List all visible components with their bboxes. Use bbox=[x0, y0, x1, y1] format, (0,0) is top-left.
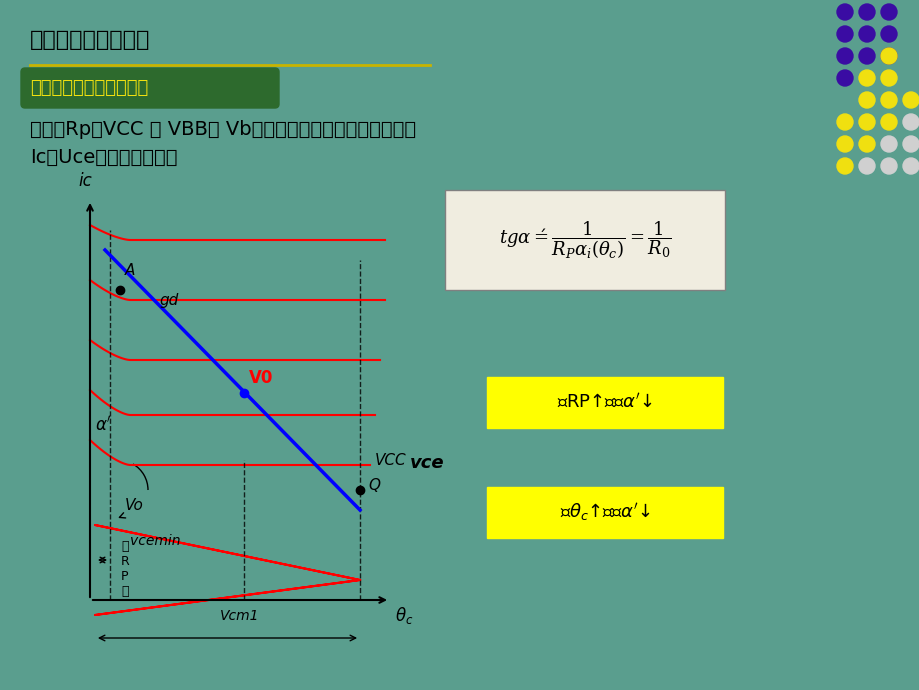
Circle shape bbox=[836, 114, 852, 130]
Circle shape bbox=[880, 48, 896, 64]
Circle shape bbox=[902, 136, 918, 152]
Circle shape bbox=[880, 70, 896, 86]
FancyBboxPatch shape bbox=[21, 68, 278, 108]
Circle shape bbox=[858, 48, 874, 64]
Circle shape bbox=[880, 48, 896, 64]
Circle shape bbox=[902, 114, 918, 130]
Text: V0: V0 bbox=[249, 369, 273, 387]
Circle shape bbox=[880, 4, 896, 20]
Text: ic: ic bbox=[78, 172, 92, 190]
Circle shape bbox=[858, 92, 874, 108]
Circle shape bbox=[902, 92, 918, 108]
Circle shape bbox=[880, 114, 896, 130]
Circle shape bbox=[880, 26, 896, 42]
Text: vce: vce bbox=[410, 454, 444, 472]
Circle shape bbox=[836, 136, 852, 152]
Circle shape bbox=[858, 26, 874, 42]
Circle shape bbox=[880, 158, 896, 174]
Circle shape bbox=[858, 70, 874, 86]
Circle shape bbox=[836, 158, 852, 174]
Circle shape bbox=[836, 70, 852, 86]
FancyBboxPatch shape bbox=[486, 487, 722, 538]
Circle shape bbox=[858, 4, 874, 20]
Text: VCC: VCC bbox=[375, 453, 406, 468]
Text: 当RP↑时，$\alpha'$↓: 当RP↑时，$\alpha'$↓ bbox=[557, 393, 652, 411]
Circle shape bbox=[902, 158, 918, 174]
Text: Q: Q bbox=[368, 478, 380, 493]
Text: 上节内容回想与扩展: 上节内容回想与扩展 bbox=[30, 30, 150, 50]
Text: A: A bbox=[125, 263, 135, 278]
Circle shape bbox=[836, 4, 852, 20]
Text: Vo: Vo bbox=[125, 498, 143, 513]
Circle shape bbox=[880, 136, 896, 152]
Circle shape bbox=[880, 92, 896, 108]
Circle shape bbox=[858, 136, 874, 152]
Text: vcemin: vcemin bbox=[130, 534, 180, 548]
Text: 建立由Rp和VCC 、 VBB、 Vb所表示的输出动态负载曲线。（: 建立由Rp和VCC 、 VBB、 Vb所表示的输出动态负载曲线。（ bbox=[30, 120, 415, 139]
Text: $\alpha'$: $\alpha'$ bbox=[95, 415, 112, 434]
Circle shape bbox=[858, 158, 874, 174]
FancyBboxPatch shape bbox=[445, 190, 724, 290]
Text: Vcm1: Vcm1 bbox=[220, 609, 259, 623]
Text: Ic与Uce的关系曲线。）: Ic与Uce的关系曲线。） bbox=[30, 148, 177, 167]
Circle shape bbox=[836, 48, 852, 64]
Text: 当$\theta_c$↑时，$\alpha'$↓: 当$\theta_c$↑时，$\alpha'$↓ bbox=[559, 501, 650, 523]
Circle shape bbox=[858, 114, 874, 130]
FancyBboxPatch shape bbox=[486, 377, 722, 428]
Text: $tg\alpha\'=\dfrac{1}{R_P\alpha_i(\theta_c)}=\dfrac{1}{R_0}$: $tg\alpha\'=\dfrac{1}{R_P\alpha_i(\theta… bbox=[498, 219, 671, 261]
Text: $\theta_c$: $\theta_c$ bbox=[394, 605, 413, 626]
Text: 当
R
P
时: 当 R P 时 bbox=[120, 540, 130, 598]
Text: 高频谐振功放的动态特性: 高频谐振功放的动态特性 bbox=[30, 79, 148, 97]
Text: gd: gd bbox=[160, 293, 179, 308]
Circle shape bbox=[836, 26, 852, 42]
